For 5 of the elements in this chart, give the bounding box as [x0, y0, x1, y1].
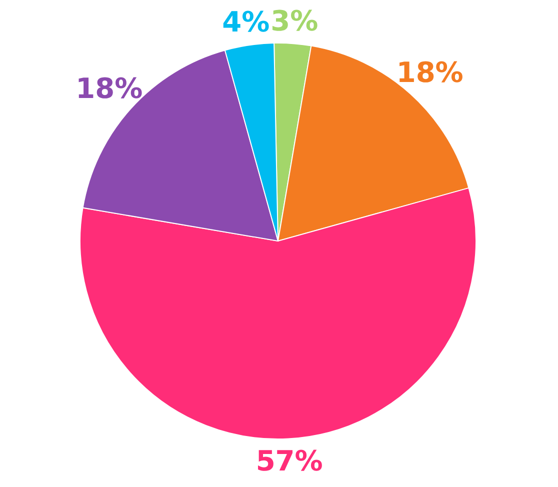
data-label: 57%	[256, 444, 323, 478]
data-label: 3%	[270, 4, 318, 38]
data-label: 18%	[76, 72, 143, 106]
data-label: 18%	[396, 56, 464, 90]
data-label: 4%	[222, 5, 270, 38]
